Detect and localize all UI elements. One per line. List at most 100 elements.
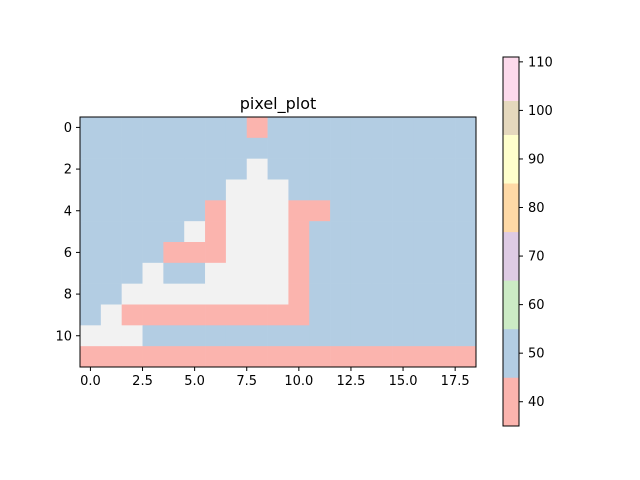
heatmap-cell (392, 262, 414, 284)
heatmap-cell (100, 304, 122, 326)
heatmap-cell (184, 117, 206, 139)
heatmap-cell (392, 117, 414, 139)
heatmap-cell (288, 200, 310, 222)
heatmap-cell (184, 346, 206, 368)
x-tick-label: 15.0 (389, 374, 418, 389)
heatmap-cell (184, 242, 206, 264)
heatmap-cell (455, 283, 477, 305)
colorbar-band (503, 100, 519, 135)
heatmap-cell (330, 179, 352, 201)
heatmap-cell (434, 325, 456, 347)
heatmap-cell (371, 242, 393, 264)
x-tick-label: 2.5 (132, 374, 153, 389)
heatmap-cell (309, 200, 331, 222)
heatmap-cell (246, 242, 268, 264)
heatmap-cell (267, 200, 289, 222)
heatmap-cell (267, 158, 289, 180)
heatmap-cell (184, 200, 206, 222)
heatmap-cell (80, 200, 102, 222)
y-tick-label: 8 (64, 288, 72, 303)
heatmap-cell (309, 346, 331, 368)
heatmap-cell (163, 200, 185, 222)
heatmap-cell (288, 262, 310, 284)
heatmap-cell (350, 179, 373, 201)
heatmap-cell (184, 283, 206, 305)
heatmap-cell (225, 221, 248, 243)
heatmap-cell (392, 346, 414, 368)
heatmap-cell (392, 158, 414, 180)
heatmap-cell (142, 325, 164, 347)
heatmap-cell (80, 325, 102, 347)
heatmap-cell (80, 117, 102, 139)
heatmap-cell (100, 346, 122, 368)
heatmap-cell (455, 158, 477, 180)
heatmap-cell (371, 158, 393, 180)
colorbar-ticks: 40 50 60 70 80 90 100 110 (519, 55, 553, 410)
colorbar-tick-label: 110 (528, 55, 553, 70)
heatmap-cell (330, 137, 352, 159)
colorbar-band (503, 231, 519, 281)
heatmap-cell (100, 283, 122, 305)
colorbar-band (503, 57, 519, 101)
heatmap-cell (371, 221, 393, 243)
heatmap-cell (371, 200, 393, 222)
heatmap-cell (80, 346, 102, 368)
y-tick-label: 0 (64, 121, 72, 136)
heatmap-cell (163, 346, 185, 368)
heatmap-cell (142, 137, 164, 159)
chart-title: pixel_plot (240, 94, 317, 114)
heatmap-cell (288, 117, 310, 139)
heatmap-cell (163, 179, 185, 201)
heatmap-cell (455, 179, 477, 201)
heatmap-cell (267, 179, 289, 201)
heatmap-cell (225, 117, 248, 139)
y-tick-label: 6 (64, 246, 72, 261)
heatmap-cell (309, 158, 331, 180)
heatmap-cell (288, 325, 310, 347)
heatmap-cell (100, 117, 122, 139)
heatmap-cell (225, 304, 248, 326)
heatmap-cell (455, 117, 477, 139)
colorbar-tick-label: 80 (528, 201, 545, 216)
heatmap-cell (246, 117, 268, 139)
heatmap-cell (330, 158, 352, 180)
colorbar-tick-label: 100 (528, 104, 553, 119)
heatmap-cell (455, 221, 477, 243)
heatmap-cell (80, 283, 102, 305)
heatmap-cell (163, 304, 185, 326)
heatmap-cell (392, 304, 414, 326)
colorbar-tick-label: 70 (528, 250, 545, 265)
heatmap-cell (434, 117, 456, 139)
heatmap-cell (246, 200, 268, 222)
heatmap-cell (371, 262, 393, 284)
heatmap-cell (142, 346, 164, 368)
colorbar-tick-label: 60 (528, 298, 545, 313)
heatmap-cell (455, 137, 477, 159)
heatmap-cell (330, 242, 352, 264)
heatmap-cell (392, 242, 414, 264)
heatmap-cell (288, 137, 310, 159)
heatmap-cell (309, 179, 331, 201)
x-tick-label: 7.5 (236, 374, 257, 389)
colorbar-tick-label: 90 (528, 152, 545, 167)
heatmap-cell (100, 221, 122, 243)
heatmap-cell (121, 158, 143, 180)
heatmap-cell (392, 221, 414, 243)
heatmap-cell (184, 221, 206, 243)
heatmap-cell (121, 346, 143, 368)
heatmap-cell (163, 242, 185, 264)
heatmap-cell (100, 158, 122, 180)
heatmap-cell (225, 283, 248, 305)
heatmap-cell (142, 158, 164, 180)
heatmap-cell (288, 242, 310, 264)
heatmap-cell (330, 221, 352, 243)
heatmap-cell (309, 304, 331, 326)
heatmap-cell (413, 117, 435, 139)
heatmap-cell (413, 179, 435, 201)
heatmap-cell (434, 179, 456, 201)
heatmap-cell (371, 346, 393, 368)
heatmap-cell (350, 325, 373, 347)
heatmap-cell (225, 262, 248, 284)
heatmap-cell (205, 137, 227, 159)
heatmap-cell (288, 179, 310, 201)
